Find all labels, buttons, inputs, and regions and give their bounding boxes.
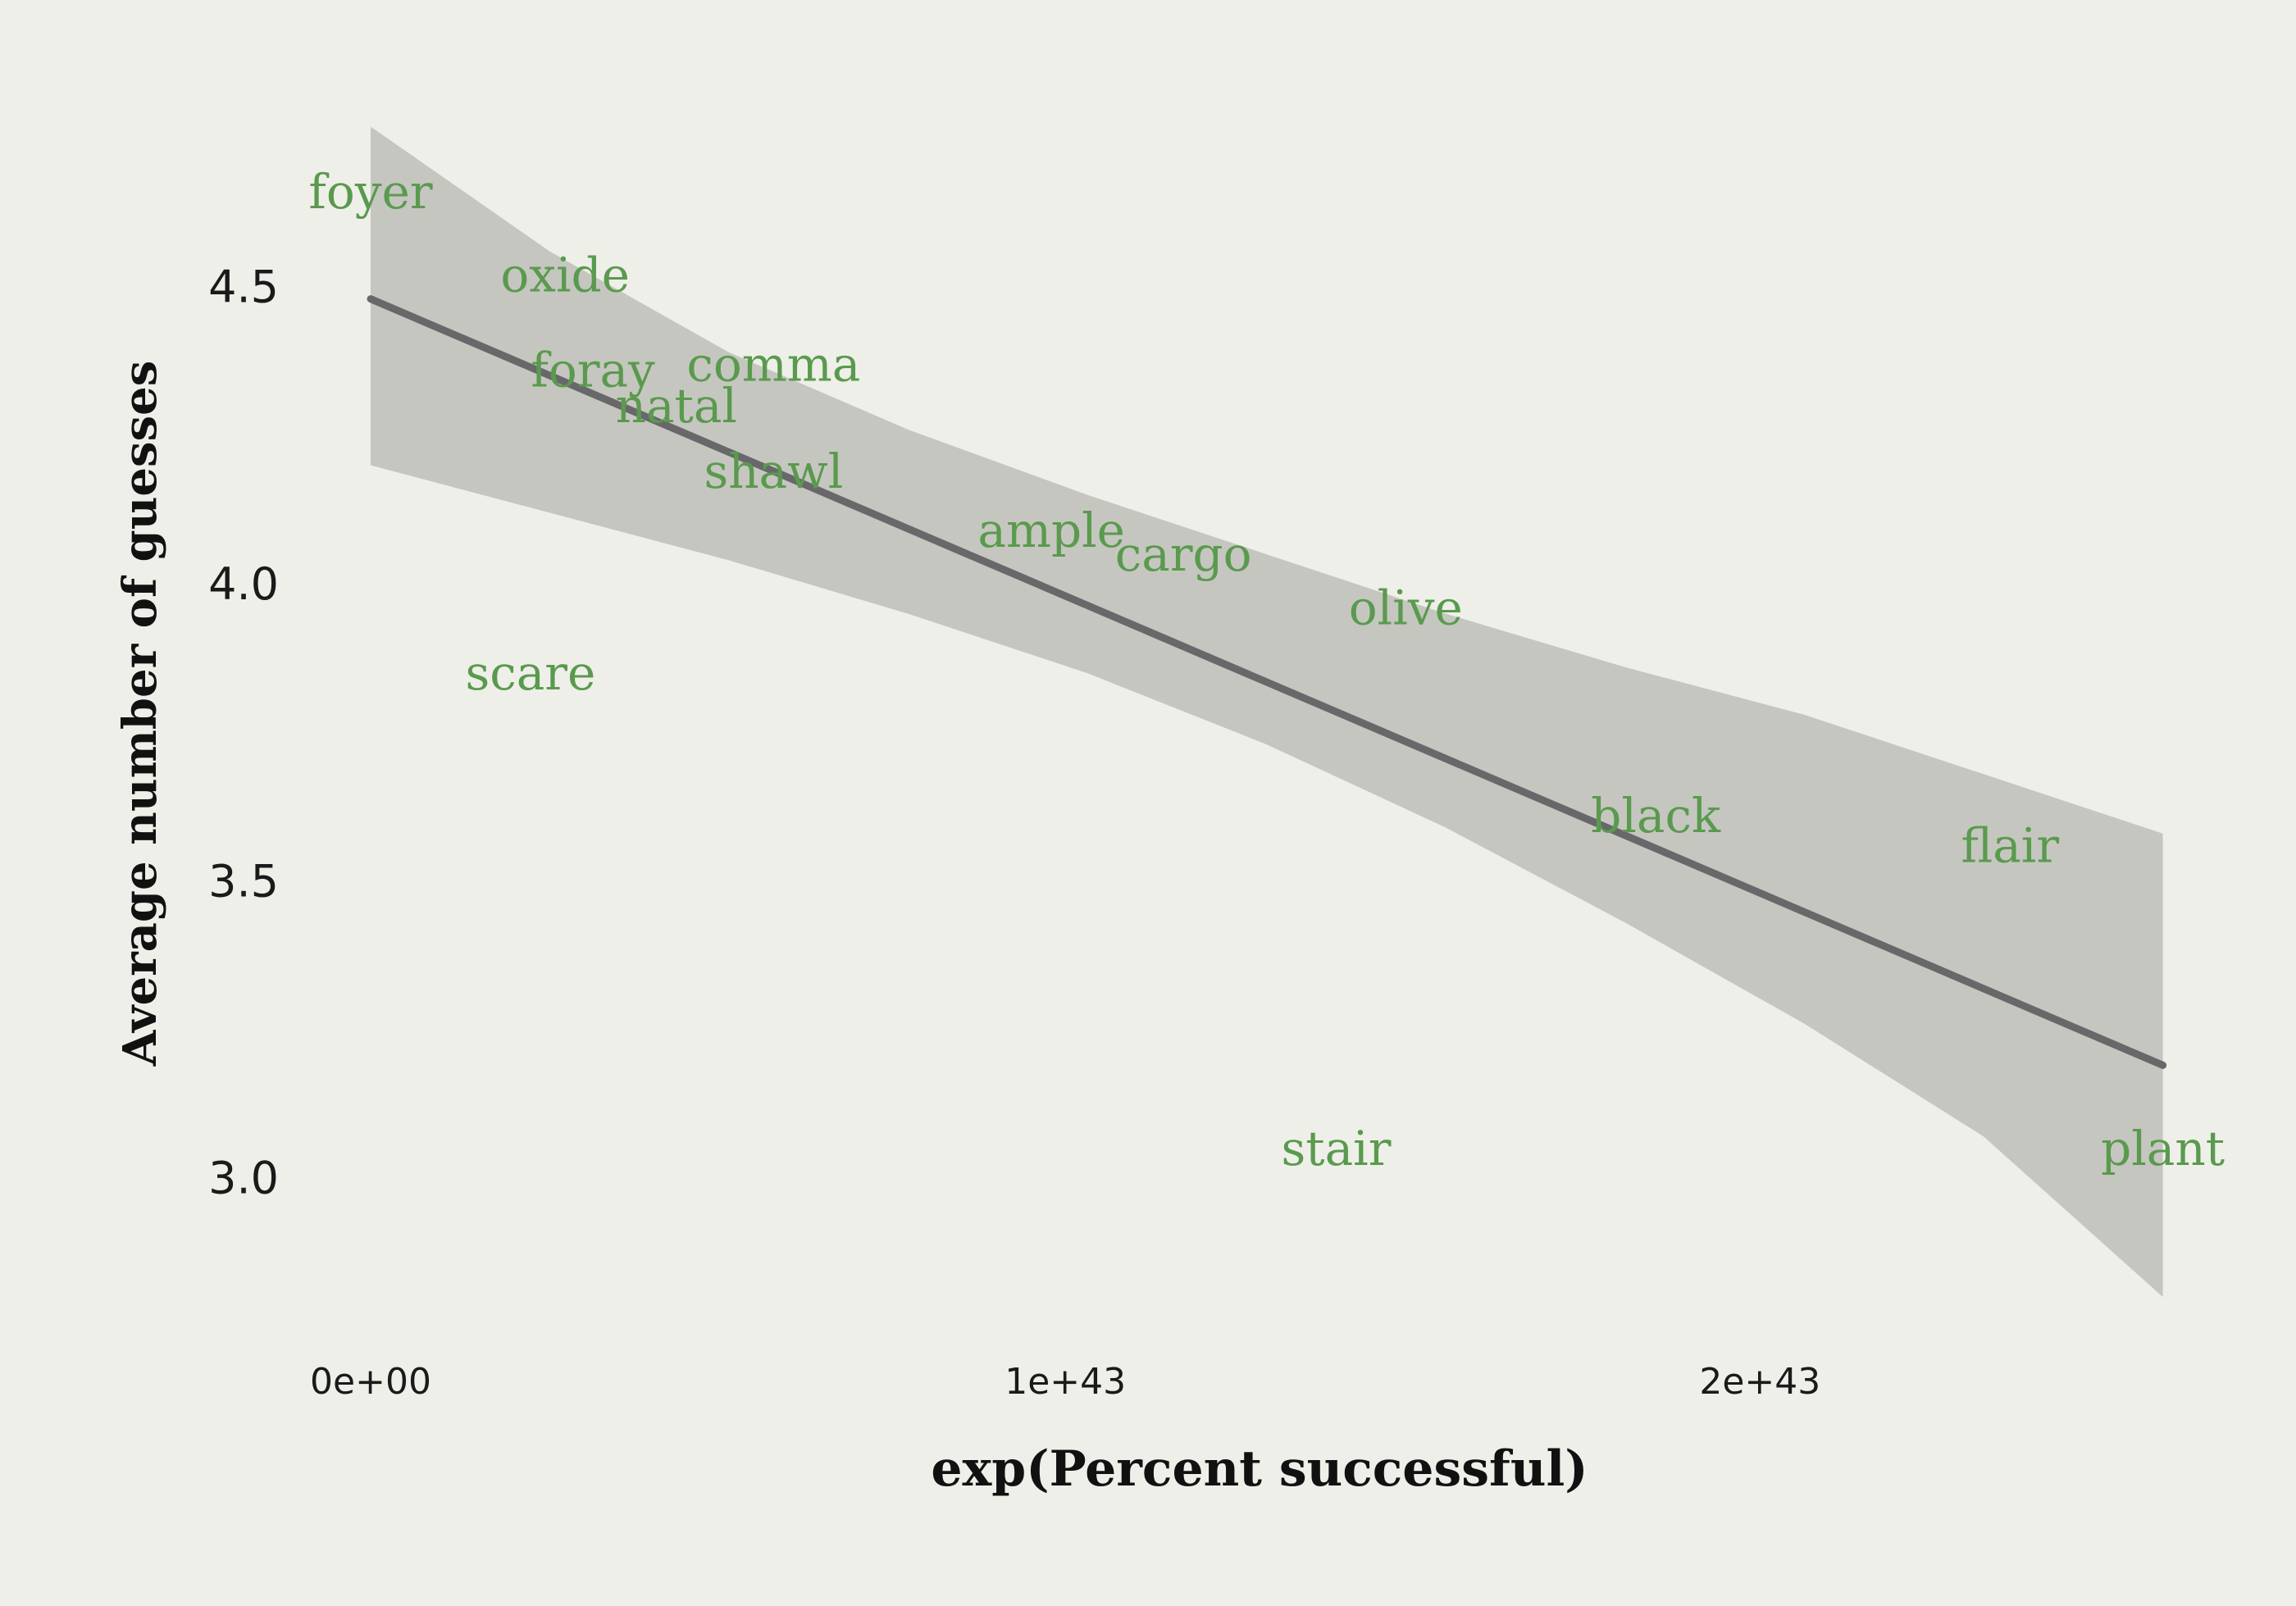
x-tick-label: 1e+43 (1004, 1361, 1126, 1403)
y-tick-label: 4.0 (208, 558, 279, 610)
x-axis-ticks: 0e+00 1e+43 2e+43 (310, 1361, 1820, 1403)
point-label-plant: plant (2101, 1121, 2225, 1176)
confidence-band (371, 126, 2163, 1297)
point-label-foyer: foyer (308, 164, 432, 220)
y-axis-title: Average number of guesses (113, 361, 167, 1067)
point-label-olive: olive (1349, 580, 1463, 635)
x-tick-label: 2e+43 (1699, 1361, 1820, 1403)
y-tick-label: 3.5 (208, 855, 279, 907)
point-label-flair: flair (1961, 817, 2060, 873)
point-label-comma: comma (686, 336, 860, 392)
y-tick-label: 4.5 (208, 262, 279, 313)
point-label-foray: foray (531, 343, 655, 398)
point-label-black: black (1591, 788, 1721, 844)
confidence-band-layer (371, 126, 2163, 1297)
y-tick-label: 3.0 (208, 1153, 279, 1204)
trend-line (367, 295, 2167, 1069)
point-label-scare: scare (465, 645, 595, 701)
x-axis-title: exp(Percent successful) (931, 1440, 1588, 1498)
y-axis-ticks: 3.0 3.5 4.0 4.5 (208, 262, 279, 1204)
x-tick-label: 0e+00 (310, 1361, 431, 1403)
point-label-natal: natal (616, 378, 737, 434)
point-label-shawl: shawl (704, 444, 843, 499)
point-label-ample: ample (977, 503, 1125, 558)
point-label-cargo: cargo (1115, 526, 1252, 582)
point-label-oxide: oxide (500, 248, 630, 303)
point-label-stair: stair (1282, 1121, 1392, 1176)
trend-line-layer (367, 295, 2167, 1069)
